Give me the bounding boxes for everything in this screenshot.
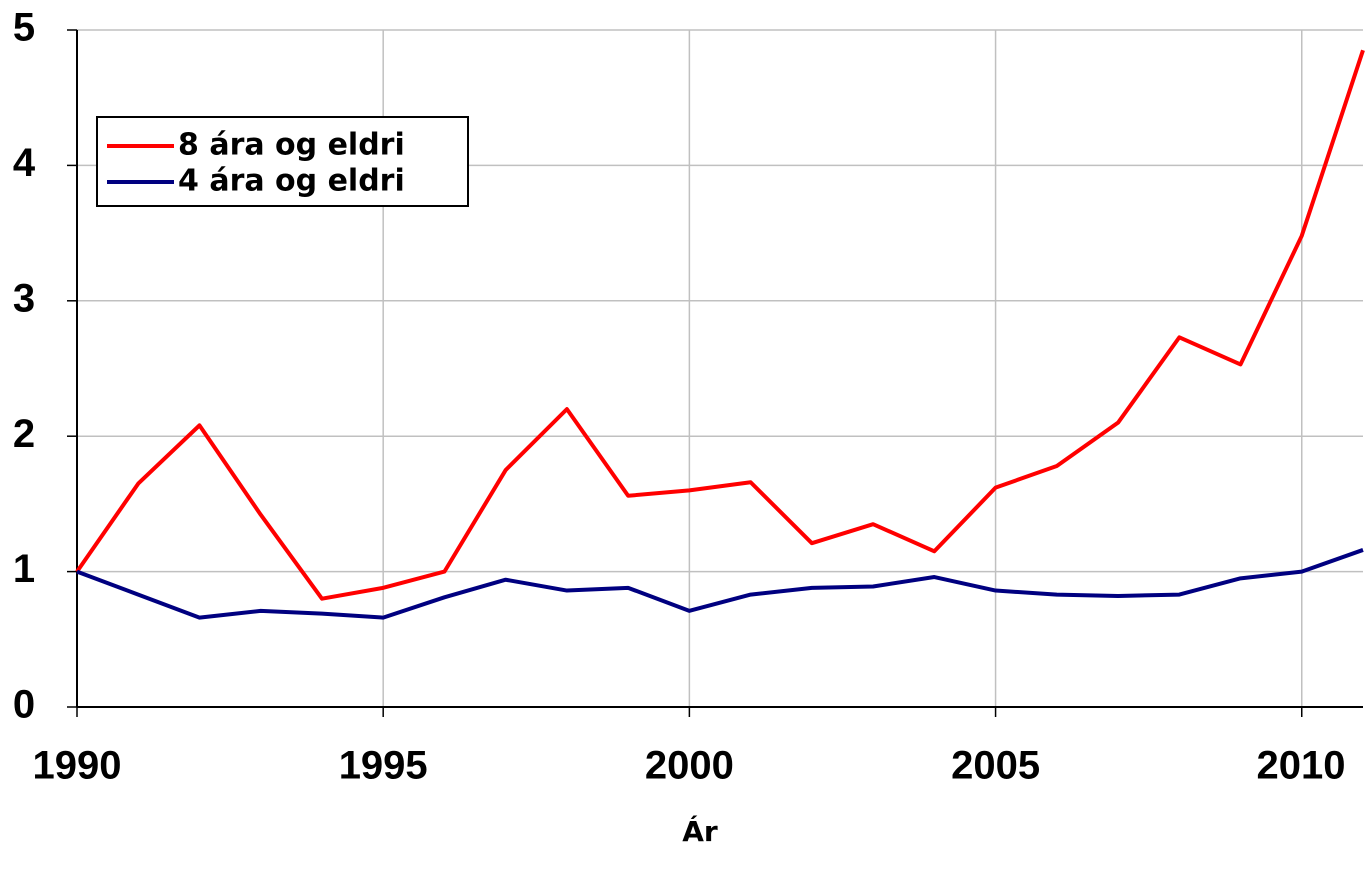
- y-tick-label: 1: [13, 547, 35, 591]
- y-tick-label: 4: [13, 141, 36, 185]
- y-tick-label: 0: [13, 683, 35, 727]
- legend-label: 4 ára og eldri: [178, 164, 405, 199]
- x-tick-label: 2010: [1257, 744, 1346, 788]
- y-tick-label: 3: [13, 276, 35, 320]
- y-tick-label: 2: [13, 412, 35, 456]
- legend-box: [96, 116, 469, 207]
- x-tick-label: 1990: [33, 744, 122, 788]
- x-tick-label: 2000: [645, 744, 734, 788]
- series-line: [76, 548, 1364, 620]
- series-line: [75, 49, 1365, 601]
- x-tick-label: 1995: [339, 744, 428, 788]
- x-tick-label: 2005: [951, 744, 1040, 788]
- legend-label: 8 ára og eldri: [178, 128, 405, 163]
- x-axis-label: Ár: [682, 814, 718, 848]
- y-tick-label: 5: [13, 6, 35, 50]
